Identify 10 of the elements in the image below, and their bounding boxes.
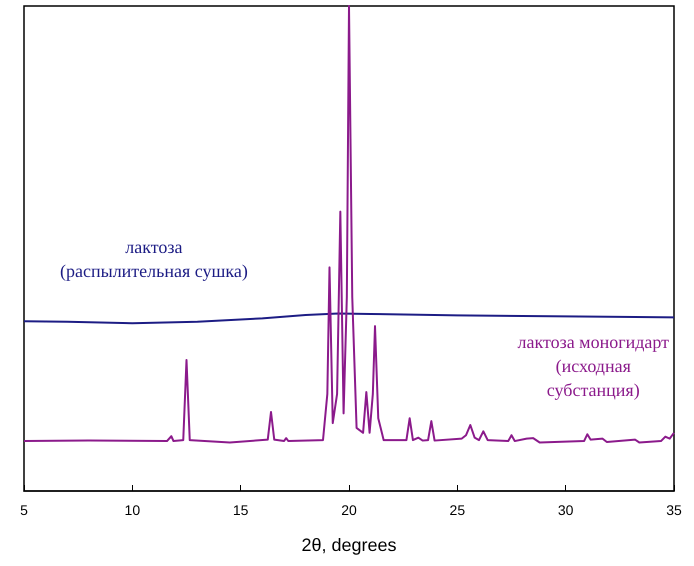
x-tick-label: 20 [341, 502, 357, 518]
x-tick-label: 10 [124, 502, 140, 518]
text: лактоза (распылительная сушка) [60, 237, 248, 281]
x-tick-label: 30 [558, 502, 574, 518]
series-label: лактоза моногидарт (исходная субстанция) [517, 332, 670, 400]
x-tick-label: 35 [666, 502, 682, 518]
x-tick-label: 5 [20, 502, 28, 518]
x-tick-label: 15 [232, 502, 249, 518]
x-axis-title: 2θ, degrees [301, 535, 397, 555]
x-tick-label: 25 [450, 502, 466, 518]
